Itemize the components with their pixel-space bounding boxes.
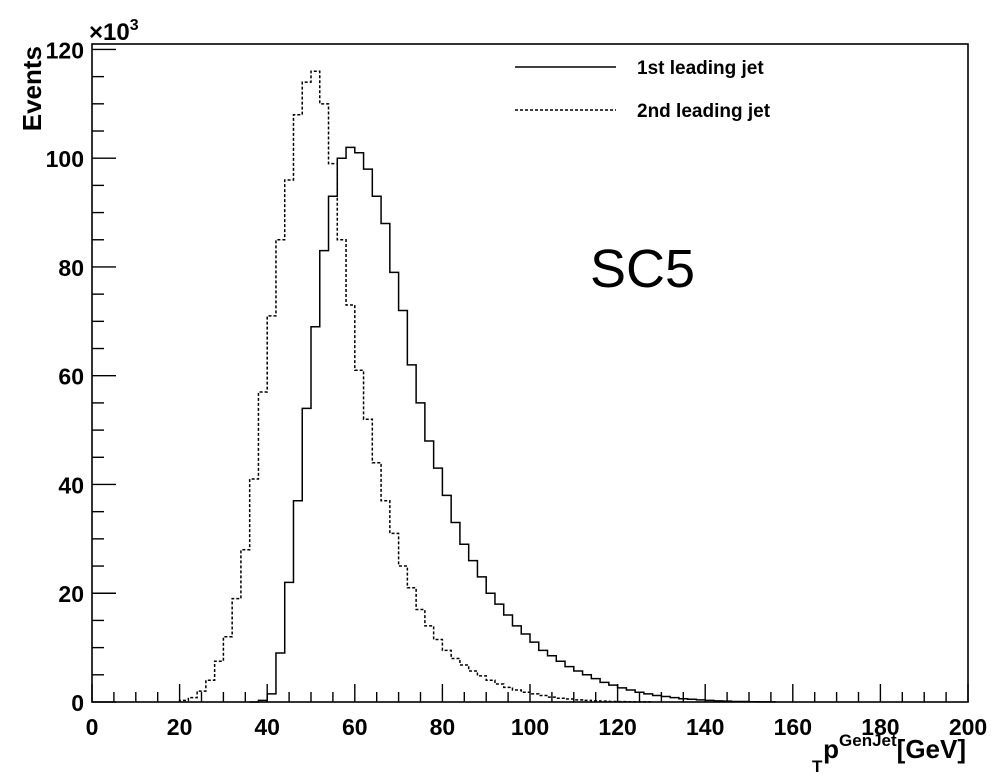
legend-label-2nd-leading-jet: 2nd leading jet	[637, 101, 771, 122]
y-tick-label: 40	[58, 472, 84, 498]
x-tick-label: 100	[511, 714, 549, 740]
legend: 1st leading jet 2nd leading jet	[515, 58, 771, 122]
y-tick-label: 0	[71, 690, 84, 716]
legend-label-1st-leading-jet: 1st leading jet	[637, 58, 764, 79]
series-1st-leading-jet	[249, 146, 777, 703]
x-tick-label: 0	[86, 714, 99, 740]
x-tick-label: 140	[686, 714, 724, 740]
series-layer	[178, 70, 777, 703]
series-2nd-leading-jet	[178, 70, 654, 703]
sc5-annotation: SC5	[590, 239, 695, 299]
histogram-line	[178, 70, 654, 703]
x-tick-label: 120	[598, 714, 636, 740]
x-tick-labels: 0 20 40 60 80 100 120 140 160 180 200	[86, 714, 988, 740]
x-tick-label: 80	[430, 714, 456, 740]
x-axis-label: pGenJet[GeV]	[823, 731, 966, 764]
x-tick-label: 60	[342, 714, 368, 740]
y-tick-label: 120	[46, 37, 84, 63]
axis-ticks	[91, 48, 969, 703]
y-tick-label: 20	[58, 581, 84, 607]
x-axis-label-subscript: T	[812, 757, 823, 776]
y-tick-labels: 0 20 40 60 80 100 120	[46, 37, 84, 716]
x-tick-label: 160	[774, 714, 812, 740]
plot-frame	[91, 43, 969, 703]
y-axis-label: Events	[17, 46, 47, 131]
y-tick-label: 60	[58, 364, 84, 390]
x-tick-label: 200	[949, 714, 987, 740]
x-tick-label: 20	[167, 714, 193, 740]
x-tick-label: 40	[254, 714, 280, 740]
y-tick-label: 80	[58, 255, 84, 281]
histogram-line	[249, 146, 777, 703]
x-tick-label: 180	[861, 714, 899, 740]
y-multiplier: ×103	[89, 17, 139, 46]
y-tick-label: 100	[46, 146, 84, 172]
